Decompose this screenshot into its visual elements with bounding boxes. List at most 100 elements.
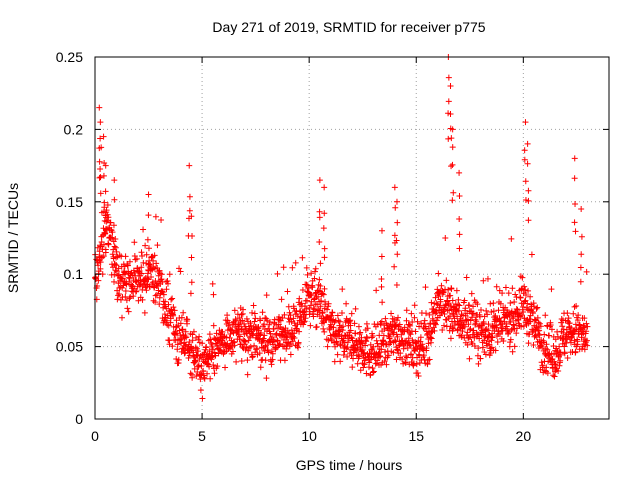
data-point [368,356,375,363]
data-point [422,284,429,291]
data-point [330,324,337,331]
data-point [388,310,395,317]
data-point [284,327,291,334]
data-point [364,325,371,332]
data-point [432,310,439,317]
data-point [416,360,423,367]
data-point [378,276,385,283]
data-point [337,342,344,349]
data-point [581,346,588,353]
data-point [548,286,555,293]
data-point [184,316,191,323]
data-point [564,355,571,362]
data-point [458,334,465,341]
data-point [161,311,168,318]
data-point [347,322,354,329]
data-point [144,236,151,243]
y-tick-label: 0.15 [56,194,83,210]
data-point [509,285,516,292]
data-point [551,361,558,368]
data-point [348,310,355,317]
data-point [331,358,338,365]
data-point [152,292,159,299]
data-point [584,323,591,330]
data-point [287,351,294,358]
data-point [300,319,307,326]
data-point [292,259,299,266]
data-point [412,328,419,335]
data-point [96,104,103,111]
data-point [426,311,433,318]
data-point [364,335,371,342]
data-point [522,286,529,293]
data-point [522,119,529,126]
data-point [175,356,182,363]
data-point [130,293,137,300]
data-point [97,174,104,181]
data-point [169,295,176,302]
data-point [320,225,327,232]
data-point [424,361,431,368]
data-point [406,321,413,328]
data-point [186,207,193,214]
data-point [187,370,194,377]
data-point [581,315,588,322]
data-point [97,190,104,197]
data-point [97,265,104,272]
data-point [321,184,328,191]
data-point [122,253,129,260]
data-point [534,304,541,311]
y-tick-label: 0.25 [56,49,83,65]
data-point [344,344,351,351]
data-point [224,312,231,319]
data-point [454,327,461,334]
data-point [145,212,152,219]
data-point [355,337,362,344]
data-point [186,162,193,169]
data-point [349,337,356,344]
data-point [554,333,561,340]
data-point [126,275,133,282]
data-point [96,257,103,264]
data-point [447,292,454,299]
data-point [572,348,579,355]
data-point [299,287,306,294]
data-point [138,270,145,277]
data-point [527,293,534,300]
data-point [338,310,345,317]
y-axis-label: SRMTID / TECUs [5,183,21,293]
data-point [95,277,102,284]
data-point [103,209,110,216]
data-point [489,334,496,341]
data-point [289,264,296,271]
data-point [249,354,256,361]
data-point [261,321,268,328]
data-point [324,343,331,350]
data-point [201,374,208,381]
data-point [456,169,463,176]
data-point [417,334,424,341]
data-point [470,327,477,334]
data-point [538,359,545,366]
data-point [98,144,105,151]
data-point [304,271,311,278]
data-point [475,360,482,367]
data-point [266,321,273,328]
data-point [190,328,197,335]
data-point [206,363,213,370]
data-point [574,341,581,348]
data-point [407,342,414,349]
data-point [543,364,550,371]
data-point [557,357,564,364]
data-point [464,316,471,323]
data-point [442,286,449,293]
data-point [124,262,131,269]
data-point [192,344,199,351]
data-point [466,302,473,309]
data-point [352,330,359,337]
data-point [249,309,256,316]
data-point [543,341,550,348]
data-point [173,330,180,337]
data-point [556,343,563,350]
data-point [296,328,303,335]
